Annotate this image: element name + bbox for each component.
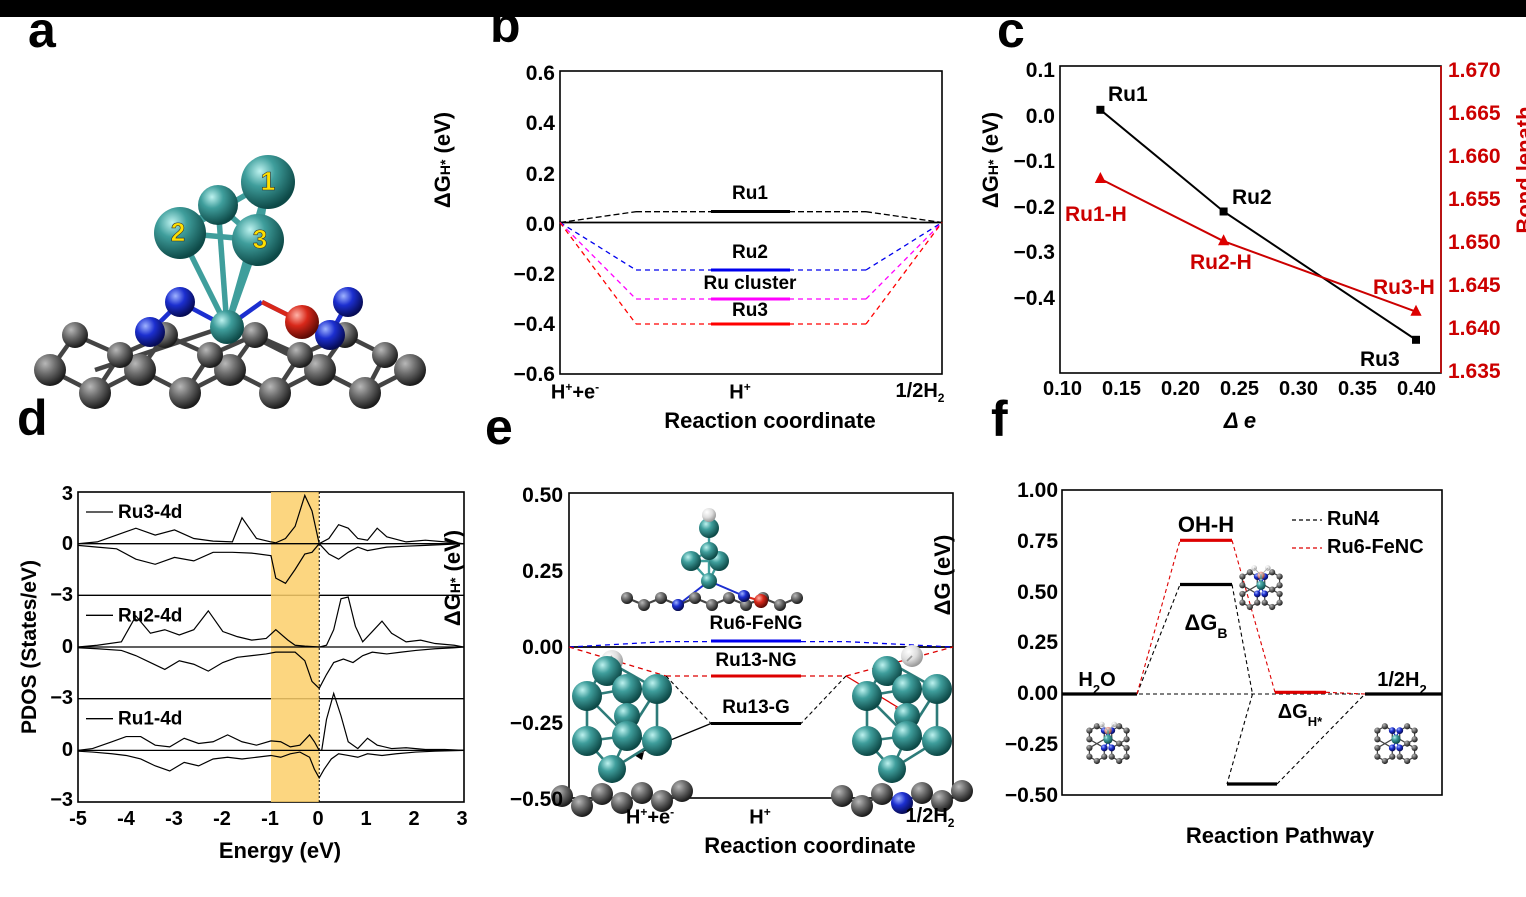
svg-text:ΔGB: ΔGB — [1184, 610, 1227, 641]
svg-text:RuN4: RuN4 — [1327, 508, 1380, 530]
svg-text:OH-H: OH-H — [1178, 512, 1234, 537]
svg-text:1/2H2: 1/2H2 — [1377, 669, 1426, 697]
svg-text:Ru3-4d: Ru3-4d — [118, 502, 182, 523]
svg-text:Ru2-4d: Ru2-4d — [118, 605, 182, 626]
svg-text:Ru1-4d: Ru1-4d — [118, 709, 182, 730]
svg-text:Ru1-H: Ru1-H — [1065, 203, 1127, 226]
svg-text:Ru13-NG: Ru13-NG — [715, 650, 796, 671]
svg-text:2: 2 — [171, 217, 185, 247]
svg-text:1: 1 — [261, 166, 275, 196]
svg-text:Ru2: Ru2 — [732, 242, 768, 263]
svg-text:Ru3-H: Ru3-H — [1373, 276, 1435, 299]
svg-text:Ru1: Ru1 — [732, 183, 768, 204]
svg-text:ΔGH*: ΔGH* — [1278, 701, 1323, 729]
svg-text:Ru6-FeNC: Ru6-FeNC — [1327, 536, 1424, 558]
svg-text:Ru3: Ru3 — [1360, 348, 1400, 371]
svg-text:Ru2-H: Ru2-H — [1190, 251, 1252, 274]
svg-text:Ru cluster: Ru cluster — [704, 273, 798, 294]
svg-text:Ru1: Ru1 — [1108, 83, 1148, 106]
svg-text:3: 3 — [253, 224, 267, 254]
svg-text:Ru6-FeNG: Ru6-FeNG — [710, 613, 803, 634]
svg-text:Ru3: Ru3 — [732, 300, 768, 321]
svg-text:H2O: H2O — [1078, 669, 1115, 697]
svg-text:Ru13-G: Ru13-G — [722, 697, 790, 718]
svg-text:Ru2: Ru2 — [1232, 186, 1272, 209]
